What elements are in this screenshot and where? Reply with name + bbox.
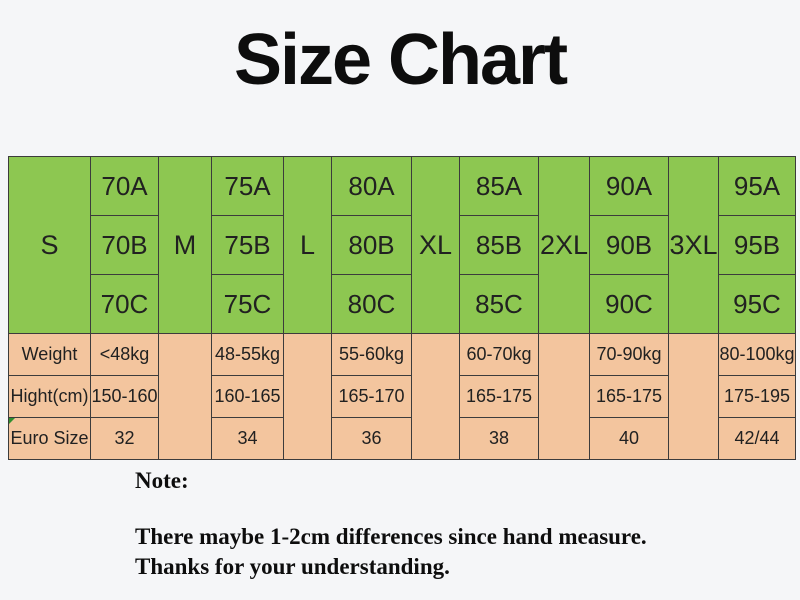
cup-cell-95b: 95B xyxy=(718,215,796,275)
cup-cell-70c: 70C xyxy=(90,274,159,334)
size-cell-xl: XL xyxy=(411,156,460,334)
empty-cell xyxy=(668,333,719,460)
row-label-weight: Weight xyxy=(8,333,91,376)
cup-cell-95a: 95A xyxy=(718,156,796,216)
size-cell-l: L xyxy=(283,156,332,334)
height-value-cell: 160-165 xyxy=(211,375,284,418)
euro-size-value-cell: 40 xyxy=(589,417,669,460)
weight-value-cell: <48kg xyxy=(90,333,159,376)
note-line-1: There maybe 1-2cm differences since hand… xyxy=(135,524,647,549)
cup-cell-70b: 70B xyxy=(90,215,159,275)
cup-cell-85c: 85C xyxy=(459,274,539,334)
table-row: 70C 75C 80C 85C 90C 95C xyxy=(9,274,796,334)
cup-cell-80a: 80A xyxy=(331,156,412,216)
row-label-euro-size: Euro Size xyxy=(8,417,91,460)
weight-value-cell: 55-60kg xyxy=(331,333,412,376)
cup-cell-80b: 80B xyxy=(331,215,412,275)
euro-size-value-cell: 34 xyxy=(211,417,284,460)
table-row: 70B 75B 80B 85B 90B 95B xyxy=(9,215,796,275)
cup-cell-90a: 90A xyxy=(589,156,669,216)
height-value-cell: 165-175 xyxy=(459,375,539,418)
cup-cell-85b: 85B xyxy=(459,215,539,275)
size-chart-table: S 70A M 75A L 80A XL 85A 2XL 90A 3XL 95A… xyxy=(8,156,796,460)
note-line-2: Thanks for your understanding. xyxy=(135,554,450,579)
euro-size-value-cell: 42/44 xyxy=(718,417,796,460)
euro-size-value-cell: 32 xyxy=(90,417,159,460)
size-cell-m: M xyxy=(158,156,212,334)
height-value-cell: 165-175 xyxy=(589,375,669,418)
cup-cell-75c: 75C xyxy=(211,274,284,334)
empty-cell xyxy=(158,333,212,460)
weight-value-cell: 60-70kg xyxy=(459,333,539,376)
cup-cell-80c: 80C xyxy=(331,274,412,334)
height-value-cell: 150-160 xyxy=(90,375,159,418)
row-label-height: Hight(cm) xyxy=(8,375,91,418)
empty-cell xyxy=(538,333,590,460)
cup-cell-75b: 75B xyxy=(211,215,284,275)
cup-cell-90b: 90B xyxy=(589,215,669,275)
euro-size-value-cell: 36 xyxy=(331,417,412,460)
weight-value-cell: 70-90kg xyxy=(589,333,669,376)
page-title: Size Chart xyxy=(233,20,568,100)
table-row: S 70A M 75A L 80A XL 85A 2XL 90A 3XL 95A xyxy=(8,156,796,334)
size-cell-3xl: 3XL xyxy=(668,156,719,334)
cup-cell-70a: 70A xyxy=(90,156,159,216)
size-cell-s: S xyxy=(8,156,91,334)
empty-cell xyxy=(283,333,332,460)
table-row: Weight <48kg 48-55kg 55-60kg 60-70kg 70-… xyxy=(8,333,796,460)
height-value-cell: 175-195 xyxy=(718,375,796,418)
cup-cell-95c: 95C xyxy=(718,274,796,334)
euro-size-value-cell: 38 xyxy=(459,417,539,460)
empty-cell xyxy=(411,333,460,460)
table-row: Euro Size 32 34 36 38 40 42/44 xyxy=(8,417,796,460)
height-value-cell: 165-170 xyxy=(331,375,412,418)
cup-cell-75a: 75A xyxy=(211,156,284,216)
cup-cell-85a: 85A xyxy=(459,156,539,216)
note-heading: Note: xyxy=(135,468,189,493)
cup-cell-90c: 90C xyxy=(589,274,669,334)
size-cell-2xl: 2XL xyxy=(538,156,590,334)
weight-value-cell: 80-100kg xyxy=(718,333,796,376)
row-label-euro-size-text: Euro Size xyxy=(10,428,89,448)
weight-value-cell: 48-55kg xyxy=(211,333,284,376)
cell-corner-marker-icon xyxy=(9,418,15,424)
table-row: Hight(cm) 150-160 160-165 165-170 165-17… xyxy=(8,375,796,418)
note-body: There maybe 1-2cm differences since hand… xyxy=(135,522,647,582)
